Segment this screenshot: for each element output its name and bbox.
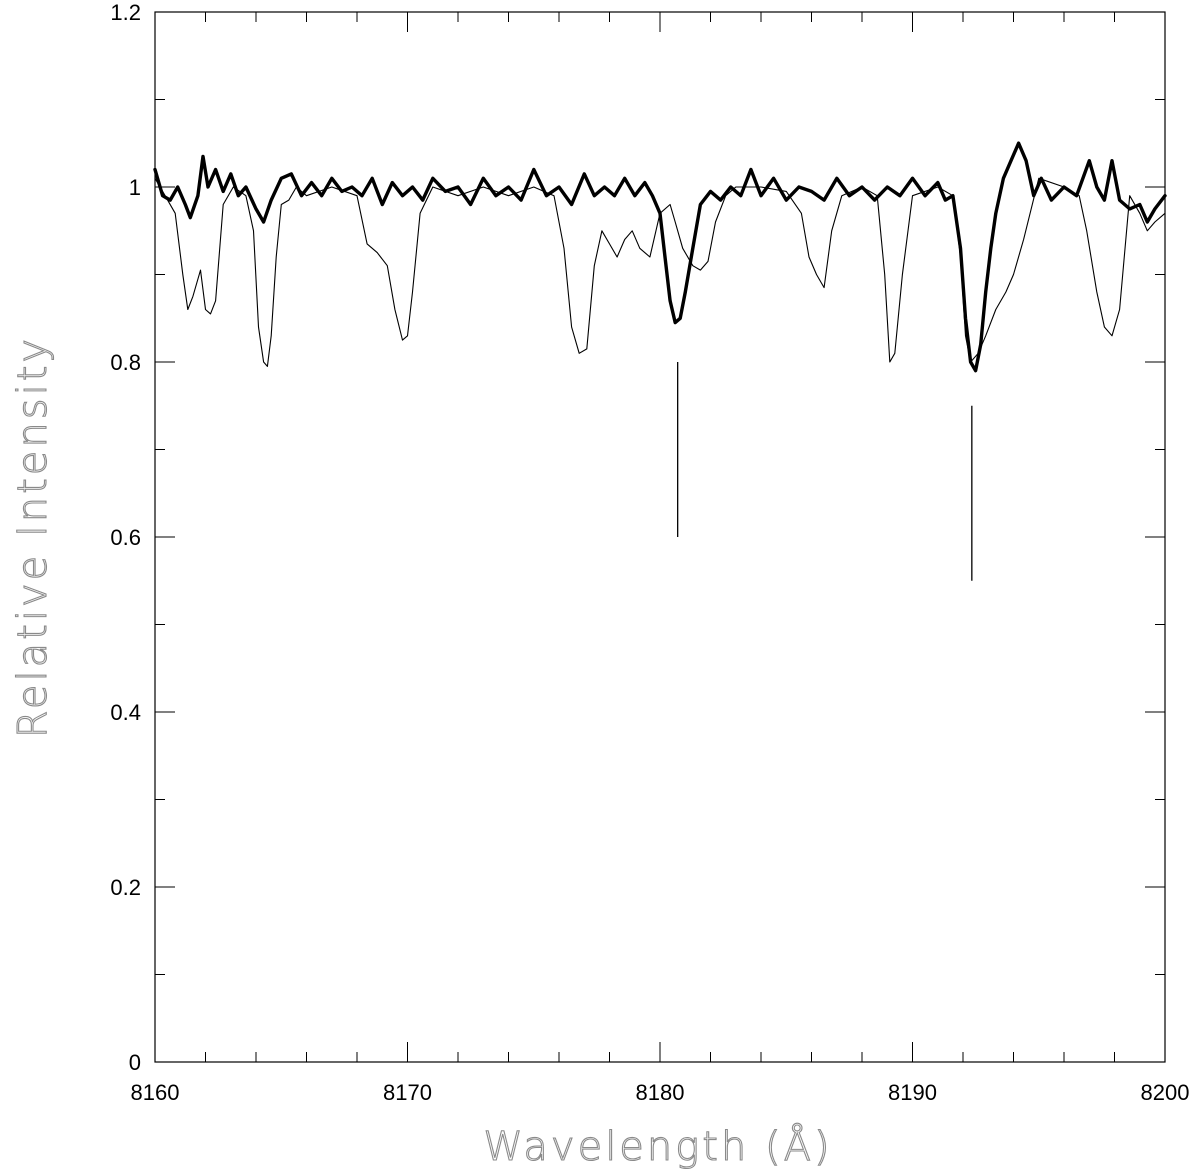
annotation-group	[677, 362, 973, 581]
y-tick-label: 1.2	[110, 0, 141, 25]
plot-frame	[154, 11, 1166, 1063]
x-tick-label: 8170	[383, 1080, 432, 1105]
x-tick-labels: 8160 8170 8180 8190 8200	[131, 1080, 1190, 1105]
y-tick-label: 0.2	[110, 875, 141, 900]
series-line-thin	[154, 177, 1166, 367]
x-tick-label: 8200	[1141, 1080, 1190, 1105]
series-group	[153, 141, 1167, 373]
major-ticks	[154, 11, 1166, 1063]
y-tick-label: 0.4	[110, 700, 141, 725]
minor-ticks	[155, 12, 1165, 1062]
x-tick-label: 8180	[636, 1080, 685, 1105]
x-tick-label: 8160	[131, 1080, 180, 1105]
y-tick-label: 0.6	[110, 525, 141, 550]
series-line-thick	[153, 141, 1167, 373]
y-tick-label: 1	[129, 175, 141, 200]
y-tick-label: 0	[129, 1050, 141, 1075]
y-tick-label: 0.8	[110, 350, 141, 375]
y-axis-title: Relative Intensity	[10, 336, 56, 738]
x-tick-label: 8190	[888, 1080, 937, 1105]
x-axis-title: Wavelength (Å)	[483, 1122, 832, 1170]
y-tick-labels: 0 0.2 0.4 0.6 0.8 1 1.2	[110, 0, 141, 1075]
